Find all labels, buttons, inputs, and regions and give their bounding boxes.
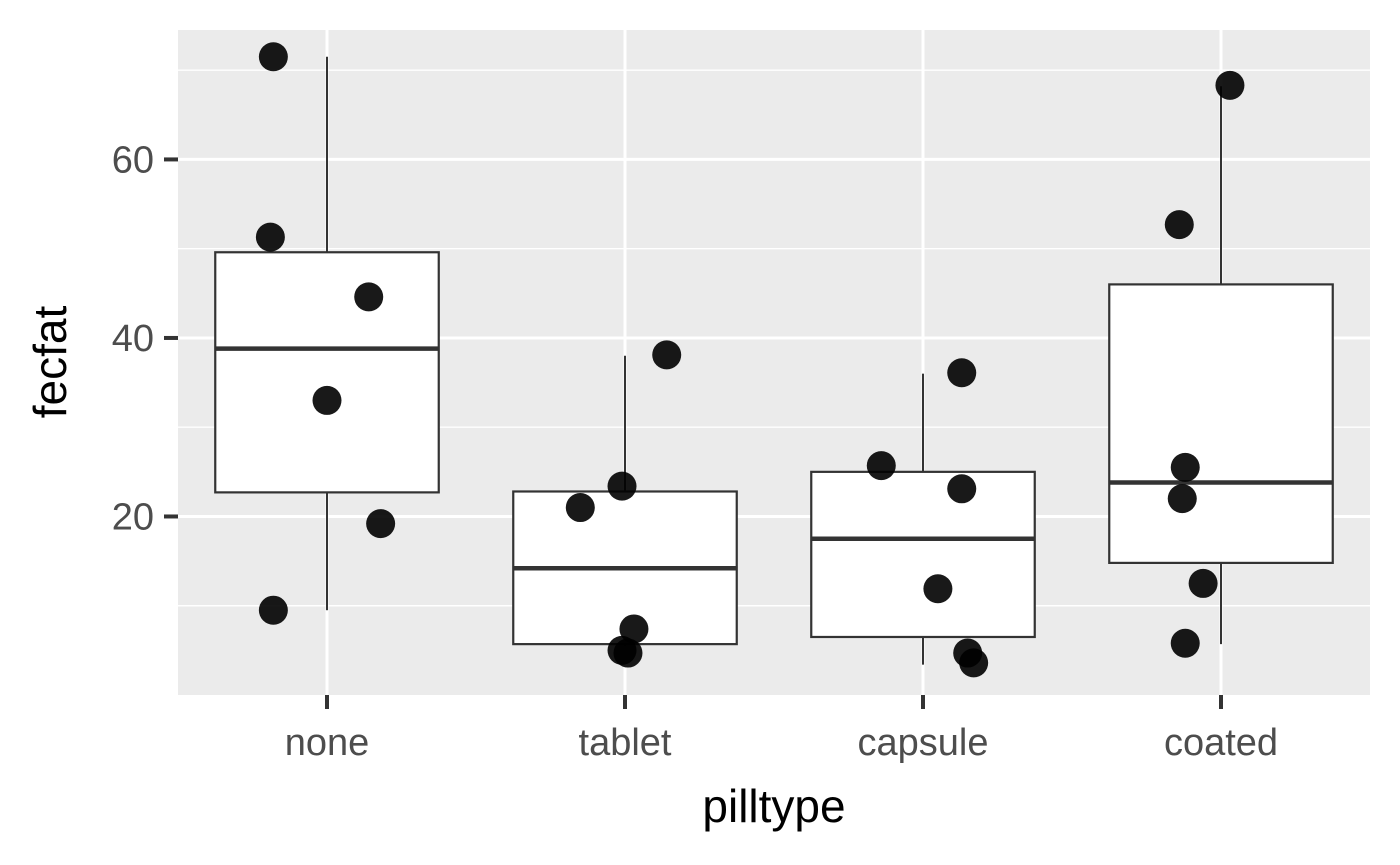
y-axis: 20 40 60 (112, 139, 178, 538)
box-none (214, 251, 440, 494)
data-point (258, 595, 288, 625)
box-coated (1108, 283, 1334, 564)
data-point (607, 471, 637, 501)
data-point (947, 358, 977, 388)
data-point (1167, 484, 1197, 514)
data-point (258, 42, 288, 72)
data-point (866, 451, 896, 481)
y-tick-label: 20 (112, 496, 154, 538)
x-axis-title: pilltype (702, 780, 845, 832)
x-tick-label: tablet (579, 722, 672, 764)
data-point (959, 648, 989, 678)
data-point (1170, 628, 1200, 658)
data-point (652, 340, 682, 370)
data-point (565, 493, 595, 523)
data-point (947, 474, 977, 504)
x-tick-label: capsule (858, 722, 989, 764)
data-point (613, 638, 643, 668)
data-point (923, 574, 953, 604)
data-point (619, 614, 649, 644)
data-point (1215, 70, 1245, 100)
x-tick-label: coated (1164, 722, 1278, 764)
points (255, 42, 1245, 678)
data-point (312, 385, 342, 415)
y-tick-label: 60 (112, 139, 154, 181)
x-tick-label: none (285, 722, 370, 764)
y-axis-title: fecfat (24, 306, 76, 419)
data-point (354, 282, 384, 312)
data-point (1164, 210, 1194, 240)
x-axis: none tablet capsule coated (285, 695, 1278, 764)
data-point (1170, 452, 1200, 482)
box-capsule (810, 470, 1036, 639)
data-point (366, 509, 396, 539)
boxes (214, 56, 1334, 665)
data-point (255, 222, 285, 252)
y-tick-label: 40 (112, 318, 154, 360)
data-point (1188, 568, 1218, 598)
